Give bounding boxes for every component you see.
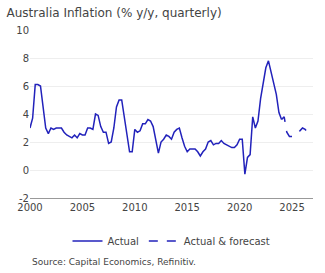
svg-text:6: 6 [23, 81, 29, 92]
svg-text:2010: 2010 [122, 202, 147, 213]
svg-text:8: 8 [23, 53, 29, 64]
svg-text:Australia Inflation (% y/y, qu: Australia Inflation (% y/y, quarterly) [7, 6, 222, 20]
svg-text:4: 4 [23, 109, 29, 120]
svg-text:Actual: Actual [108, 236, 139, 247]
svg-text:2005: 2005 [70, 202, 95, 213]
svg-text:2020: 2020 [227, 202, 252, 213]
svg-text:10: 10 [16, 25, 29, 36]
svg-text:2025: 2025 [279, 202, 304, 213]
svg-text:2: 2 [23, 137, 29, 148]
svg-text:Source: Capital Economics, Ref: Source: Capital Economics, Refinitiv. [32, 257, 196, 267]
svg-text:0: 0 [23, 165, 29, 176]
svg-text:2000: 2000 [17, 202, 42, 213]
svg-text:Actual & forecast: Actual & forecast [184, 236, 270, 247]
svg-text:-2: -2 [19, 193, 29, 204]
svg-text:2015: 2015 [174, 202, 199, 213]
